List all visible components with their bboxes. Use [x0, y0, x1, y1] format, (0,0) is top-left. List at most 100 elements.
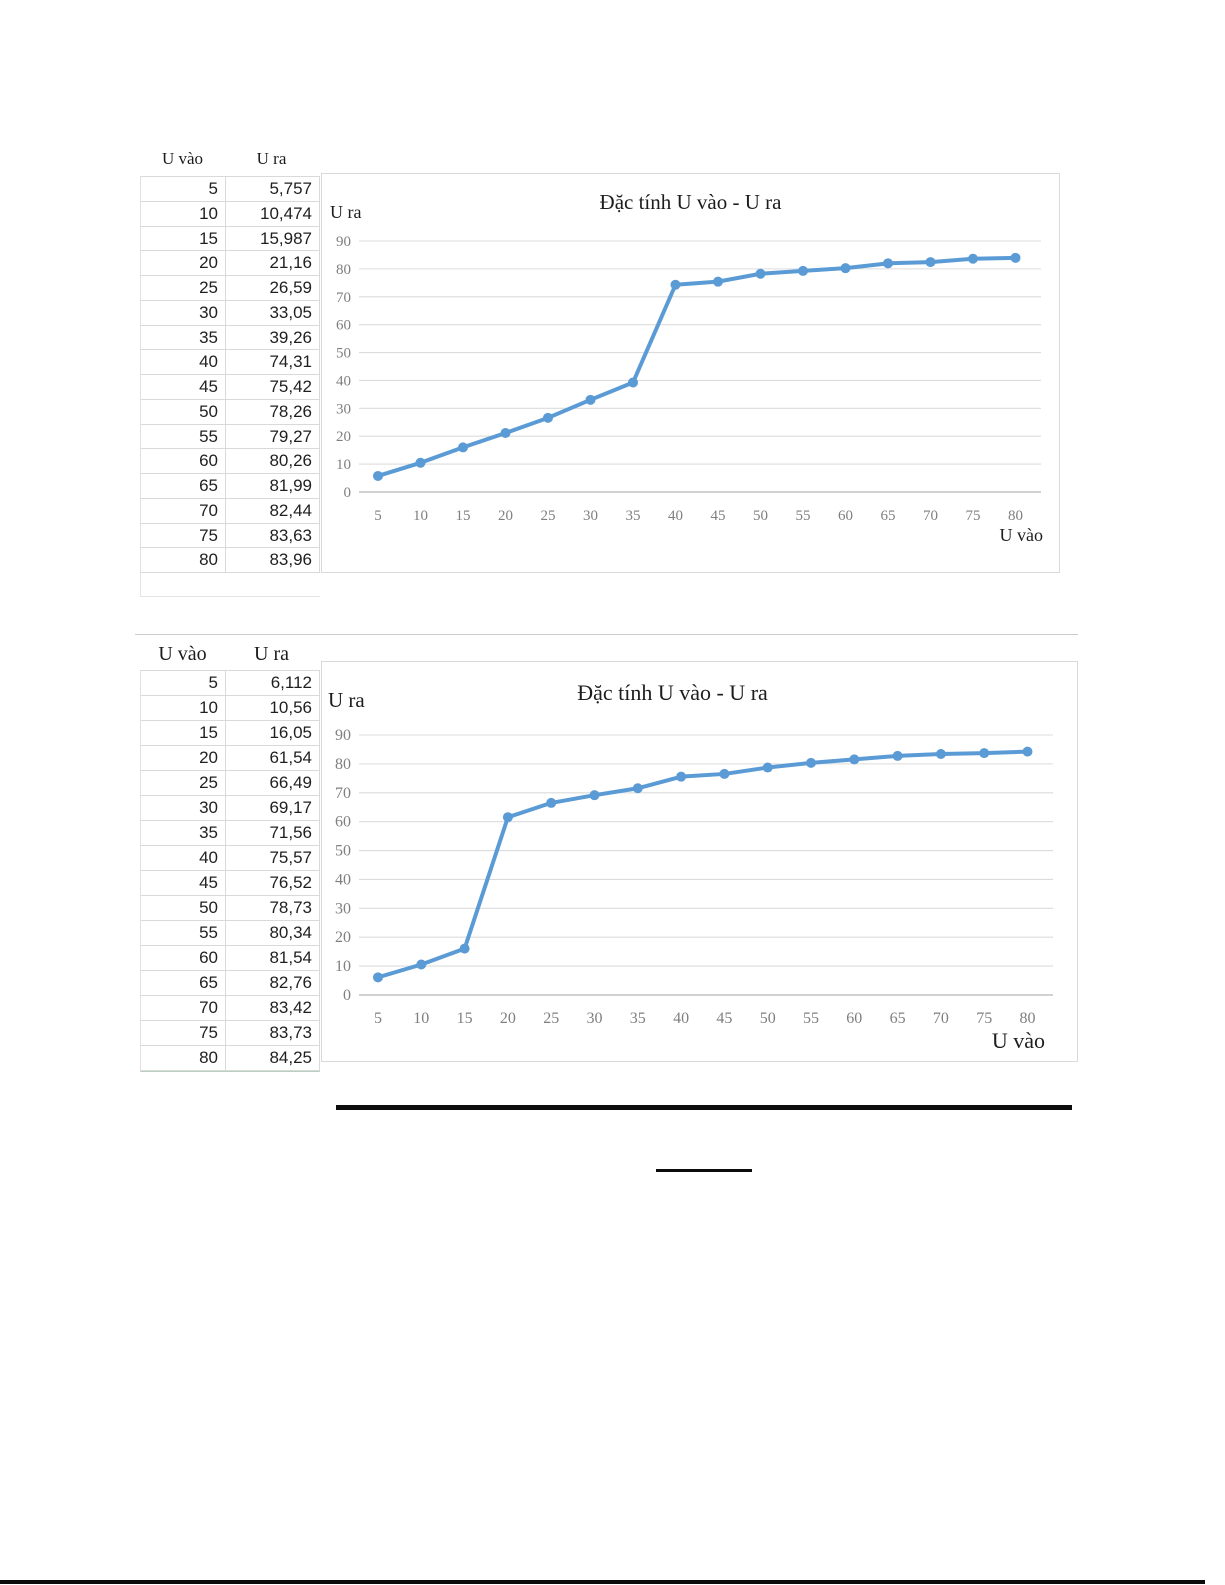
u-vao-cell: 75	[141, 1021, 226, 1045]
line-chart-svg: 0 10 20 30 40 50 60 70 80 90 5 10 15 20 25 30 35 40 45 50 55…	[335, 727, 1053, 1027]
y-tick-label: 50	[335, 843, 351, 860]
u-vao-cell: 60	[141, 449, 226, 473]
u-vao-cell: 20	[141, 251, 226, 275]
u-vao-cell: 55	[141, 424, 226, 449]
u-vao-cell: 30	[141, 300, 226, 325]
u-vao-cell: 15	[141, 226, 226, 251]
chart-point	[676, 771, 687, 782]
table-row: 50 78,26	[141, 399, 319, 425]
table-row: 55 79,27	[141, 424, 319, 450]
u-ra-cell: 83,96	[269, 550, 312, 570]
x-tick-label: 30	[587, 1010, 603, 1027]
u-ra-column-header: U ra	[254, 643, 289, 665]
u-vao-cell: 5	[141, 177, 226, 201]
table-row: 10 10,474	[141, 201, 319, 227]
chart-point	[1022, 746, 1033, 757]
u-ra-cell: 71,56	[269, 823, 312, 842]
table-row: 25 66,49	[141, 771, 319, 796]
table-row: 35 39,26	[141, 325, 319, 351]
chart-point	[628, 377, 638, 388]
chart-point	[755, 268, 766, 279]
chart-point	[849, 754, 860, 765]
x-tick-label: 15	[456, 508, 471, 524]
u-ra-cell: 81,54	[269, 948, 312, 967]
table-row: 40 74,31	[141, 350, 319, 375]
table-row: 60 80,26	[141, 449, 319, 474]
u-vao-cell: 45	[141, 871, 226, 895]
y-tick-label: 50	[336, 346, 351, 362]
u-vao-cell: 80	[141, 548, 226, 572]
u-ra-cell: 39,26	[269, 327, 312, 347]
table-row: 70 82,44	[141, 498, 319, 524]
y-tick-label: 70	[335, 785, 351, 802]
y-tick-label: 20	[336, 429, 351, 445]
chart-point	[373, 470, 383, 481]
horizontal-rule-thick	[336, 1105, 1072, 1110]
x-tick-label: 15	[457, 1010, 473, 1027]
u-ra-cell: 16,05	[269, 723, 312, 742]
table-row: 70 83,42	[141, 996, 319, 1021]
u-ra-cell: 33,05	[269, 302, 312, 322]
table-row: 55 80,34	[141, 921, 319, 946]
x-tick-label: 25	[543, 1010, 559, 1027]
y-tick-label: 90	[336, 234, 351, 250]
chart-point	[798, 265, 808, 276]
table-row: 30 69,17	[141, 796, 319, 821]
u-vao-cell: 35	[141, 325, 226, 350]
empty-grid-row	[140, 572, 320, 597]
table-row: 75 83,63	[141, 523, 319, 549]
chart-title: Đặc tính U vào - U ra	[577, 680, 768, 705]
table-row: 65 82,76	[141, 971, 319, 996]
chart-point	[883, 258, 893, 269]
table-row: 45 75,42	[141, 375, 319, 400]
y-axis-label: U ra	[328, 688, 365, 712]
x-tick-label: 55	[796, 508, 811, 524]
x-tick-label: 45	[716, 1010, 732, 1027]
y-tick-label: 40	[336, 373, 351, 389]
table-row: 30 33,05	[141, 300, 319, 326]
x-tick-label: 75	[976, 1010, 992, 1027]
y-tick-label: 40	[335, 871, 351, 888]
u-vao-cell: 25	[141, 276, 226, 300]
chart-point	[415, 457, 426, 468]
x-tick-label: 5	[374, 508, 382, 524]
table-row: 45 76,52	[141, 871, 319, 896]
u-ra-column-header: U ra	[256, 149, 287, 168]
u-vao-cell: 5	[141, 671, 226, 695]
u-ra-cell: 74,31	[269, 352, 312, 372]
u-vao-cell: 75	[141, 523, 226, 548]
u-ra-cell: 78,26	[269, 401, 312, 421]
y-axis-label: U ra	[330, 202, 362, 222]
u-vao-cell: 40	[141, 350, 226, 374]
x-tick-label: 60	[838, 508, 853, 524]
x-tick-label: 80	[1020, 1010, 1036, 1027]
u-vao-cell: 35	[141, 821, 226, 845]
chart-title: Đặc tính U vào - U ra	[599, 190, 782, 214]
grid-hairline	[135, 634, 1078, 635]
u-vao-cell: 20	[141, 746, 226, 770]
u-vao-cell: 45	[141, 375, 226, 399]
y-tick-label: 30	[335, 900, 351, 917]
chart-point	[459, 943, 470, 954]
table-row: 15 15,987	[141, 226, 319, 252]
chart-point	[589, 790, 600, 801]
chart-line	[376, 749, 1030, 980]
data-table-2: 5 6,112 10 10,56 15 16,05 20 61,54 25 66,49 30 69,1…	[140, 670, 320, 1072]
x-tick-label: 10	[413, 1010, 429, 1027]
u-vao-cell: 70	[141, 996, 226, 1020]
x-tick-label: 10	[413, 508, 428, 524]
u-vao-cell: 10	[141, 201, 226, 226]
table-row: 60 81,54	[141, 946, 319, 971]
u-vao-cell: 50	[141, 896, 226, 920]
table-row: 25 26,59	[141, 276, 319, 301]
u-ra-cell: 80,34	[269, 923, 312, 942]
u-vao-cell: 10	[141, 696, 226, 720]
u-ra-cell: 75,42	[269, 377, 312, 396]
y-tick-label: 10	[336, 457, 351, 473]
table-row: 80 84,25	[141, 1046, 319, 1071]
u-vao-cell: 70	[141, 498, 226, 523]
y-tick-label: 30	[336, 401, 351, 417]
x-tick-label: 20	[500, 1010, 516, 1027]
line-chart-2: Đặc tính U vào - U ra U ra 0 10 20 30 40 50 60…	[321, 661, 1078, 1062]
u-ra-cell: 75,57	[269, 848, 312, 867]
